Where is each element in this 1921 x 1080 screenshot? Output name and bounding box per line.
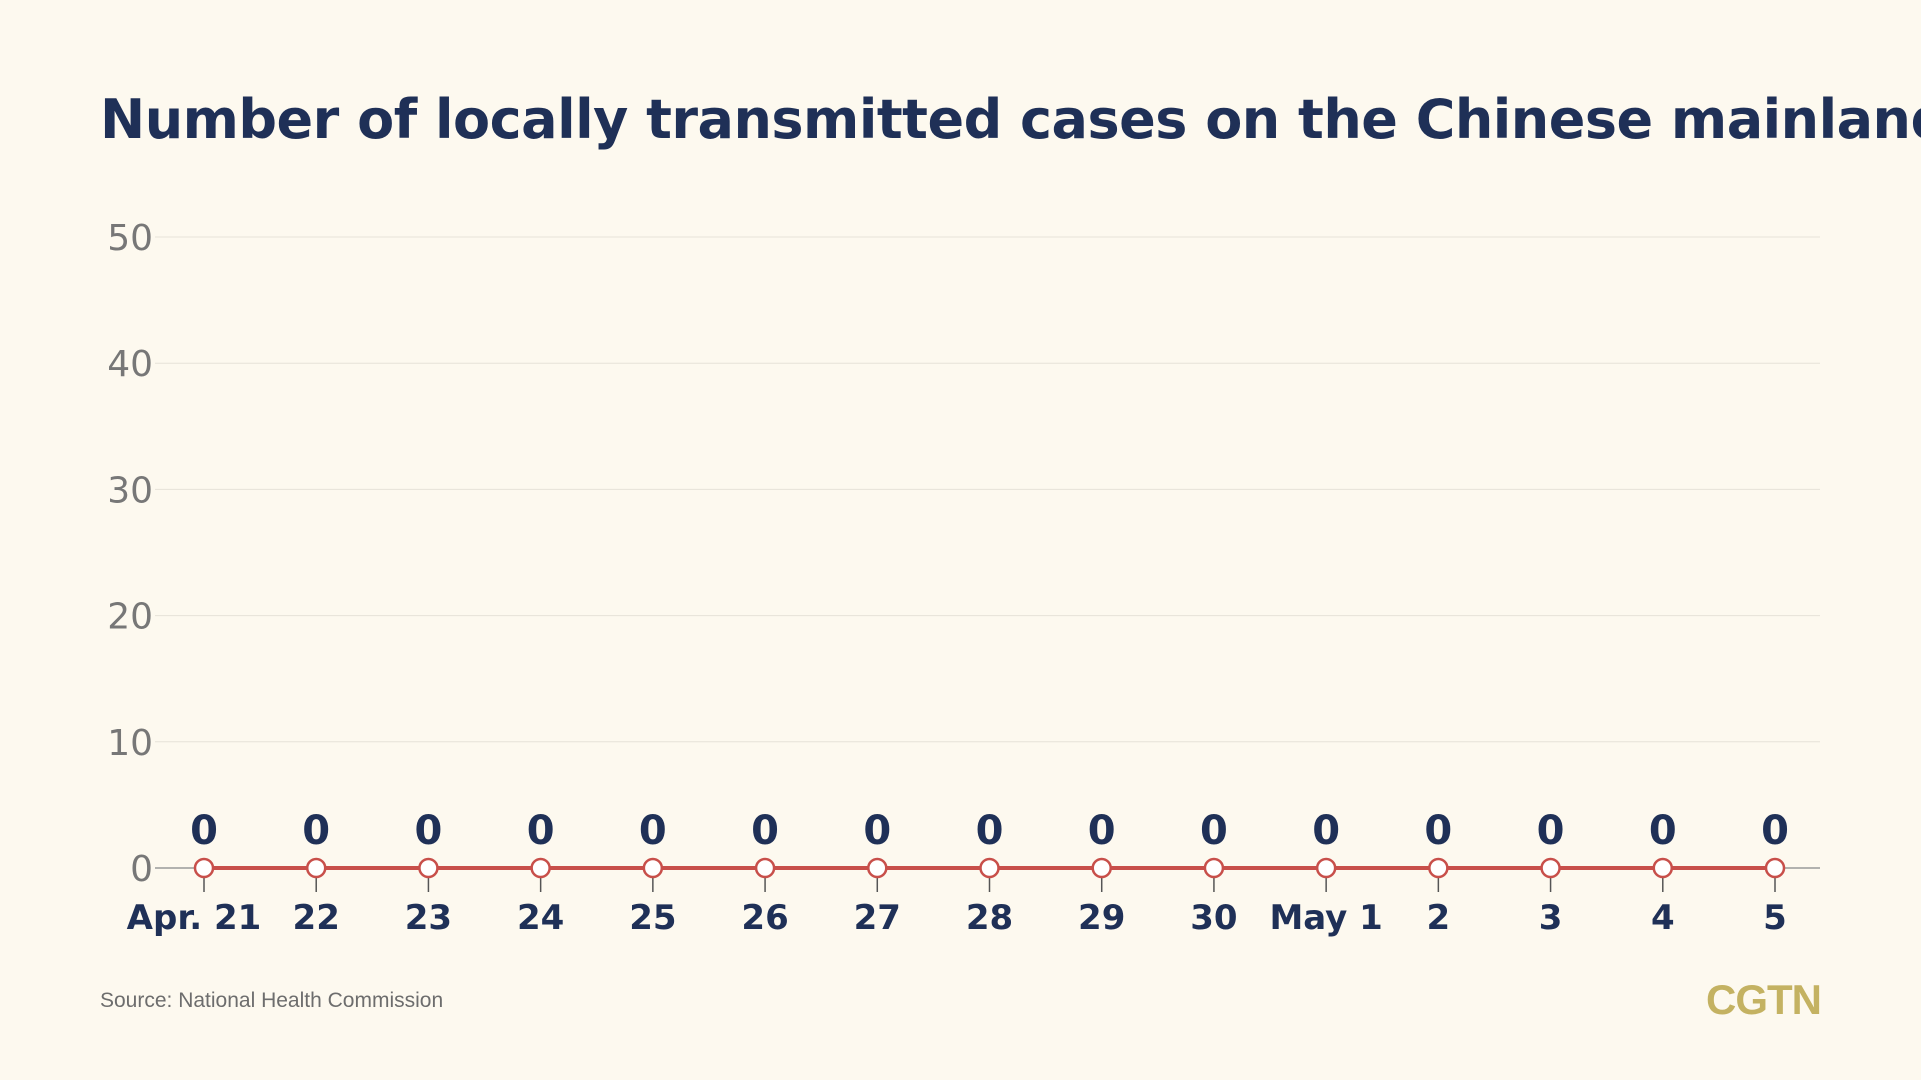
x-tick-label: 2	[1427, 898, 1451, 938]
data-label: 0	[1649, 808, 1677, 854]
data-label: 0	[976, 808, 1004, 854]
data-label: 0	[1537, 808, 1565, 854]
x-tick-label: 24	[517, 898, 564, 938]
data-point	[1652, 857, 1674, 879]
source-note: Source: National Health Commission	[100, 989, 444, 1012]
data-point	[1203, 857, 1225, 879]
x-tick-label: 4	[1651, 898, 1675, 938]
x-tick-label: May 1	[1269, 898, 1382, 938]
x-tick-label: Apr. 21	[127, 898, 262, 938]
x-tick-label: 3	[1539, 898, 1563, 938]
data-point	[1315, 857, 1337, 879]
y-tick-label: 10	[107, 723, 153, 764]
data-point	[1091, 857, 1112, 879]
x-tick-label: 25	[629, 898, 676, 938]
x-tick-label: 23	[405, 898, 452, 938]
x-tick-label: 29	[1078, 898, 1125, 938]
data-label: 0	[1424, 808, 1452, 854]
y-tick-label: 30	[107, 470, 153, 511]
data-point	[754, 857, 776, 879]
data-label: 0	[1088, 808, 1116, 854]
data-label: 0	[1200, 808, 1228, 854]
data-label: 0	[863, 808, 891, 854]
data-point	[193, 857, 215, 879]
y-tick-label: 20	[107, 597, 153, 638]
cgtn-logo: CGTN	[1706, 976, 1822, 1023]
x-tick-label: 22	[293, 898, 340, 938]
x-tick-label: 30	[1190, 898, 1237, 938]
data-point	[1764, 857, 1786, 879]
x-tick-label: 26	[741, 898, 788, 938]
data-label: 0	[751, 808, 779, 854]
data-point	[867, 857, 888, 879]
y-tick-label: 50	[107, 218, 153, 259]
y-tick-label: 40	[107, 344, 153, 385]
data-label: 0	[639, 808, 667, 854]
y-tick-label: 0	[130, 849, 153, 890]
x-tick-label: 5	[1763, 898, 1787, 938]
data-label: 0	[527, 808, 555, 854]
data-label: 0	[415, 808, 443, 854]
data-label: 0	[190, 808, 218, 854]
chart-title: Number of locally transmitted cases on t…	[100, 88, 1921, 151]
data-point	[642, 857, 664, 879]
data-point	[418, 857, 439, 879]
data-point	[1540, 857, 1561, 879]
data-point	[979, 857, 1000, 879]
data-label: 0	[1761, 808, 1789, 854]
data-point	[530, 857, 551, 879]
data-point	[1428, 857, 1449, 879]
x-tick-label: 27	[854, 898, 901, 938]
x-tick-label: 28	[966, 898, 1013, 938]
data-label: 0	[302, 808, 330, 854]
data-label: 0	[1312, 808, 1340, 854]
data-point	[305, 857, 327, 879]
